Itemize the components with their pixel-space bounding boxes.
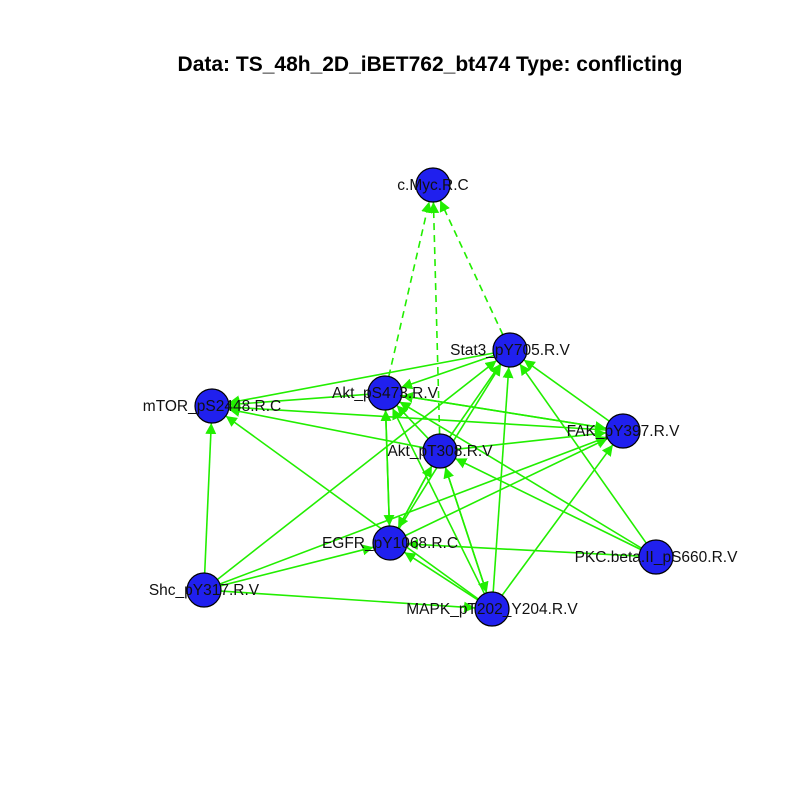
edge-akt308-to-akt473	[396, 404, 429, 440]
edge-layer	[203, 200, 647, 613]
edge-pkc-to-akt473	[399, 401, 642, 549]
node-label: Stat3_pY705.R.V	[450, 342, 570, 359]
node-stat3: Stat3_pY705.R.V	[450, 332, 571, 368]
node-egfr: EGFR_pY1068.R.C	[322, 525, 458, 561]
node-shc: Shc_pY317.R.V	[149, 572, 260, 608]
edge-fak-to-stat3	[523, 359, 610, 422]
node-label: Akt_pS473.R.V	[332, 385, 439, 402]
node-circle	[415, 167, 451, 203]
node-fak: FAK_pY397.R.V	[567, 413, 681, 449]
edge-mapk-to-fak	[501, 444, 614, 596]
node-label: FAK_pY397.R.V	[567, 423, 681, 440]
node-circle	[367, 375, 403, 411]
node-label: EGFR_pY1068.R.C	[322, 535, 458, 552]
edge-akt308-to-mapk	[444, 466, 489, 594]
node-circle	[638, 539, 674, 575]
edge-akt308-to-fak	[456, 428, 607, 450]
node-circle	[194, 388, 230, 424]
node-circle	[605, 413, 641, 449]
edge-shc-to-mapk	[220, 590, 476, 613]
edge-fak-to-mtor	[228, 402, 607, 431]
edge-akt473-to-mtor	[228, 393, 369, 410]
node-label: c.Myc.R.C	[397, 177, 468, 194]
edge-stat3-to-mtor	[228, 352, 494, 407]
edge-akt308-to-cmyc	[428, 201, 441, 435]
edge-egfr-to-fak	[404, 437, 609, 537]
edge-akt473-to-cmyc	[388, 201, 433, 377]
edge-stat3-to-akt473	[400, 354, 495, 390]
edge-pkc-to-akt308	[454, 457, 642, 551]
edge-akt473-to-fak	[401, 394, 607, 432]
edge-pkc-to-egfr	[406, 538, 640, 557]
edge-akt308-to-egfr	[397, 465, 433, 529]
edge-mapk-to-egfr	[403, 551, 479, 601]
edge-akt308-to-stat3	[449, 363, 501, 438]
node-circle	[422, 433, 458, 469]
node-label: Shc_pY317.R.V	[149, 582, 260, 599]
node-cmyc: c.Myc.R.C	[397, 167, 469, 203]
edge-stat3-to-cmyc	[439, 200, 504, 335]
node-pkc: PKC.beta.II_pS660.R.V	[575, 539, 739, 575]
edge-akt473-to-egfr	[383, 409, 395, 527]
node-label: mTOR_pS2448.R.C	[143, 398, 281, 415]
node-circle	[474, 591, 510, 627]
node-label: MAPK_pT202_Y204.R.V	[406, 601, 578, 618]
chart-title: Data: TS_48h_2D_iBET762_bt474 Type: conf…	[178, 53, 683, 76]
node-mapk: MAPK_pT202_Y204.R.V	[406, 591, 578, 627]
edge-shc-to-egfr	[220, 544, 374, 587]
edge-shc-to-mtor	[203, 422, 217, 574]
node-circle	[186, 572, 222, 608]
edge-pkc-to-stat3	[519, 363, 647, 544]
node-akt473: Akt_pS473.R.V	[332, 375, 439, 411]
node-akt308: Akt_pT308.R.V	[387, 433, 493, 469]
node-layer: c.Myc.R.C Stat3_pY705.R.V Akt_pS473.R.V mTO…	[143, 167, 739, 627]
edge-mapk-to-stat3	[492, 366, 514, 593]
edge-shc-to-fak	[219, 435, 608, 585]
node-circle	[372, 525, 408, 561]
edge-mapk-to-mtor	[225, 415, 479, 600]
edge-akt308-to-mtor	[228, 406, 424, 449]
node-mtor: mTOR_pS2448.R.C	[143, 388, 281, 424]
node-label: Akt_pT308.R.V	[387, 443, 493, 460]
edge-shc-to-stat3	[216, 359, 498, 581]
node-label: PKC.beta.II_pS660.R.V	[575, 549, 739, 566]
node-circle	[492, 332, 528, 368]
